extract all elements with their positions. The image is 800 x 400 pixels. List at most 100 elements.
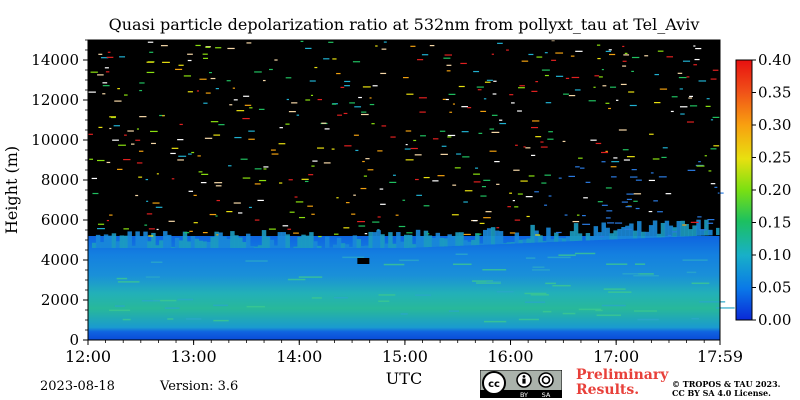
noise-speckle — [509, 232, 516, 234]
noise-speckle — [254, 168, 262, 170]
noise-speckle — [383, 41, 387, 43]
noise-speckle — [649, 133, 654, 135]
layer-top-cell — [498, 231, 504, 245]
noise-speckle — [187, 59, 192, 62]
noise-speckle — [666, 56, 674, 58]
layer-streak — [682, 259, 708, 261]
layer-top-cell — [447, 234, 452, 247]
layer-top-cell — [344, 244, 350, 248]
layer-top-cell — [427, 235, 433, 248]
noise-speckle — [429, 44, 435, 47]
noise-speckle — [420, 135, 426, 137]
noise-speckle — [175, 68, 183, 71]
layer-top-cell — [103, 234, 109, 248]
noise-speckle — [102, 93, 106, 95]
noise-speckle — [353, 194, 356, 196]
noise-speckle — [417, 59, 424, 61]
layer-top-cell — [423, 230, 429, 248]
noise-speckle — [473, 173, 480, 175]
layer-streak — [608, 291, 632, 293]
layer-streak — [542, 310, 552, 313]
layer-top-cell — [281, 232, 286, 248]
noise-speckle — [473, 181, 481, 183]
noise-speckle — [659, 88, 668, 90]
noise-speckle — [304, 180, 309, 183]
noise-speckle — [665, 193, 672, 195]
noise-speckle — [710, 183, 716, 185]
noise-speckle — [571, 76, 580, 79]
layer-streak — [575, 252, 596, 255]
noise-speckle — [615, 99, 619, 101]
layer-top-cell — [332, 244, 338, 248]
layer-top-cell — [360, 246, 365, 248]
layer-top-cell — [269, 239, 275, 248]
layer-streak — [686, 271, 697, 274]
noise-speckle — [575, 50, 583, 52]
noise-speckle — [119, 56, 126, 58]
noise-speckle — [622, 45, 625, 48]
noise-speckle — [695, 47, 702, 50]
layer-top-cell — [676, 220, 681, 237]
layer-top-cell — [170, 246, 176, 248]
layer-streak — [399, 259, 419, 262]
noise-speckle — [680, 113, 685, 115]
noise-speckle — [97, 223, 105, 225]
noise-speckle — [367, 169, 374, 171]
y-axis: 0 2000 4000 6000 8000 10000 12000 14000 — [31, 39, 88, 349]
layer-top-cell — [558, 237, 563, 242]
noise-speckle — [205, 46, 211, 48]
layer-top-cell — [562, 238, 567, 242]
layer-top-cell — [372, 232, 377, 248]
layer-top-cell — [222, 236, 227, 248]
noise-speckle — [199, 78, 207, 80]
noise-speckle — [509, 192, 513, 194]
noise-speckle — [483, 217, 491, 219]
noise-speckle — [623, 159, 630, 161]
noise-speckle — [491, 131, 500, 133]
layer-top-cell — [565, 236, 571, 242]
noise-speckle — [606, 210, 613, 212]
noise-speckle — [654, 73, 659, 76]
noise-speckle — [570, 55, 575, 57]
noise-speckle — [193, 222, 198, 224]
noise-speckle — [545, 102, 552, 104]
cc-icon — [482, 371, 506, 395]
noise-speckle — [358, 225, 366, 227]
noise-speckle — [654, 102, 661, 104]
noise-speckle — [517, 193, 523, 195]
noise-speckle — [523, 146, 526, 148]
layer-streak — [633, 274, 659, 277]
noise-speckle — [671, 96, 678, 98]
layer-top-cell — [301, 234, 306, 248]
noise-speckle — [416, 194, 423, 196]
noise-speckle — [295, 201, 304, 203]
layer-streak — [246, 305, 265, 308]
y-tick-label: 4000 — [41, 251, 79, 269]
noise-speckle — [268, 228, 276, 230]
noise-speckle — [710, 119, 714, 121]
layer-top-cell — [273, 245, 279, 248]
x-tick-label: 16:00 — [487, 347, 533, 366]
noise-speckle — [489, 150, 497, 152]
noise-speckle — [441, 145, 447, 147]
noise-speckle — [148, 228, 155, 230]
noise-speckle — [601, 204, 608, 206]
noise-speckle — [291, 102, 298, 104]
noise-speckle — [151, 142, 156, 145]
noise-speckle — [361, 111, 367, 113]
noise-speckle — [91, 177, 98, 180]
noise-speckle — [369, 103, 375, 106]
noise-speckle — [496, 183, 500, 185]
noise-speckle — [477, 89, 482, 91]
layer-streak — [482, 268, 507, 271]
noise-speckle — [423, 205, 430, 207]
noise-speckle — [531, 154, 536, 157]
noise-speckle — [686, 76, 690, 78]
layer-streak — [578, 308, 602, 311]
noise-speckle — [159, 114, 165, 117]
noise-speckle — [608, 53, 616, 56]
layer-top-cell — [226, 238, 231, 248]
cloud-gap — [357, 258, 370, 264]
noise-speckle — [432, 138, 439, 140]
noise-speckle — [362, 160, 365, 163]
